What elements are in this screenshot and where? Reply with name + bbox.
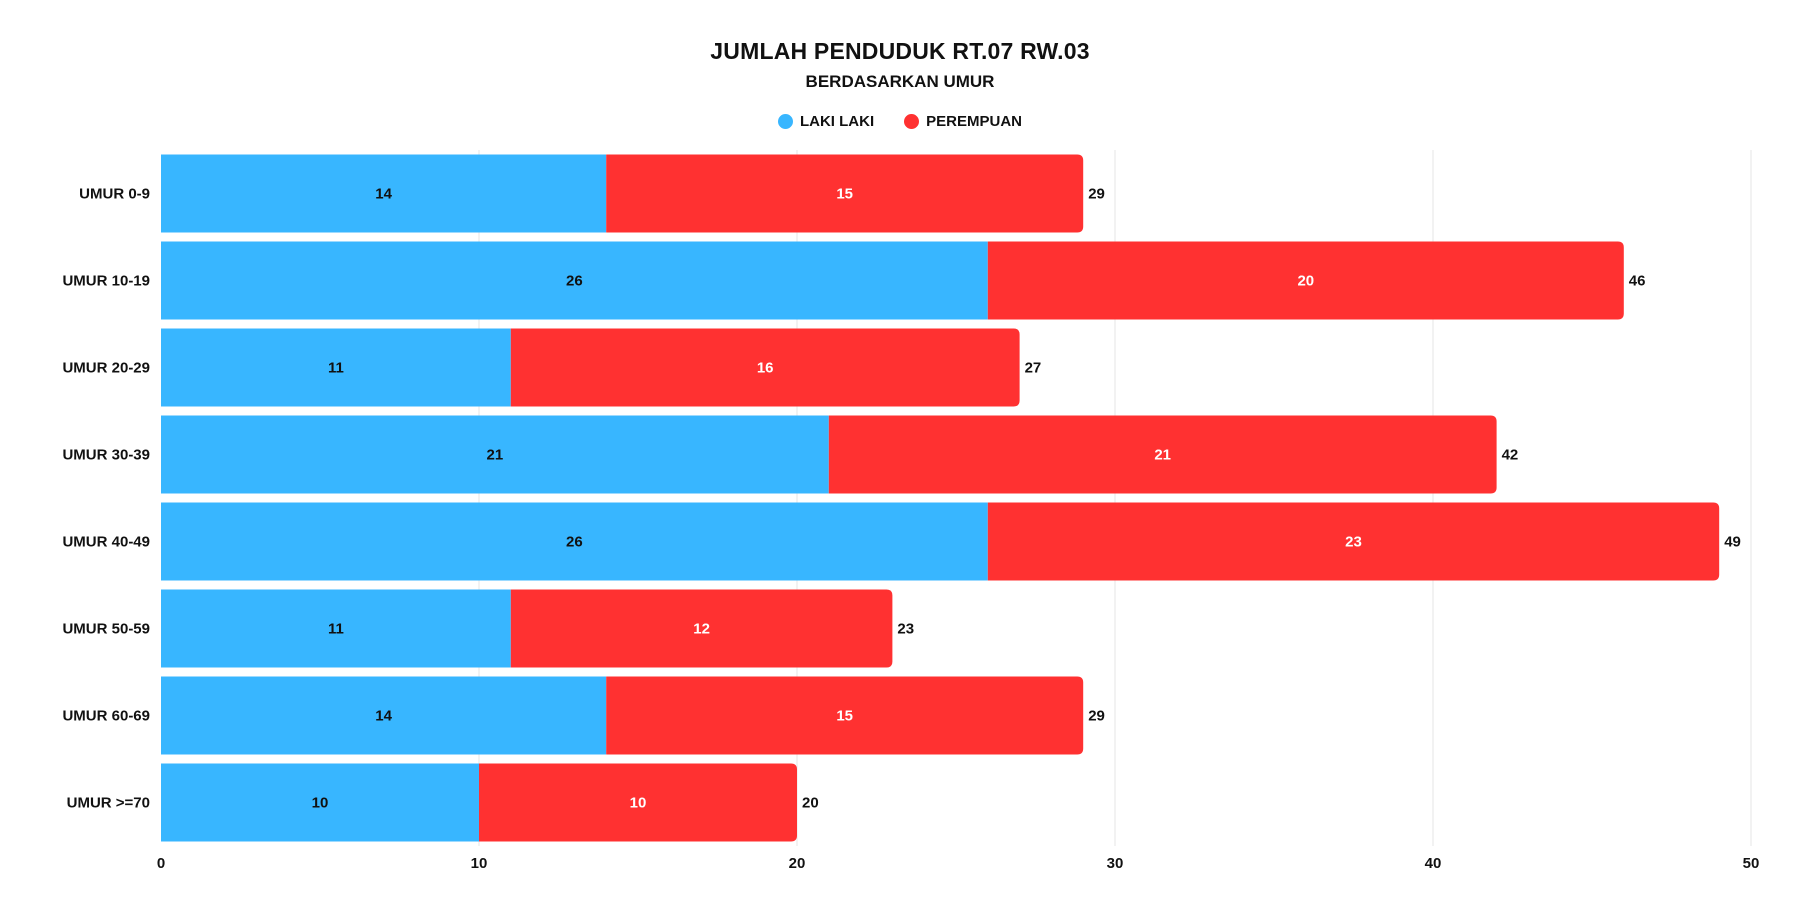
bar-total-label: 29 xyxy=(1088,186,1105,203)
bar-value-label: 21 xyxy=(487,447,504,464)
legend-item-laki-laki[interactable]: LAKI LAKI xyxy=(777,113,875,130)
bar-value-label: 12 xyxy=(693,621,710,638)
bar-segment xyxy=(606,676,1084,755)
bar-total-label: 20 xyxy=(802,795,819,812)
bar-segment xyxy=(161,502,988,581)
bar-value-label: 11 xyxy=(328,621,344,638)
x-tick-label: 40 xyxy=(1425,855,1442,872)
bar-value-label: 21 xyxy=(1154,447,1171,464)
bar-total-label: 29 xyxy=(1088,708,1105,725)
category-label: UMUR 40-49 xyxy=(62,534,150,551)
bar-segment xyxy=(606,154,1084,233)
category-label: UMUR 50-59 xyxy=(62,621,150,638)
legend-swatch-laki-laki xyxy=(777,114,793,129)
x-tick-label: 10 xyxy=(471,855,488,872)
bar-total-label: 23 xyxy=(897,621,914,638)
category-label: UMUR 60-69 xyxy=(62,708,150,725)
bar-total-label: 27 xyxy=(1025,360,1042,377)
legend-swatch-perempuan xyxy=(904,114,920,129)
legend-label-perempuan: PEREMPUAN xyxy=(926,113,1023,130)
bar-segment xyxy=(161,589,511,668)
bar-segment xyxy=(987,241,1624,320)
chart-legend: LAKI LAKI PEREMPUAN xyxy=(0,113,1800,130)
chart-title: JUMLAH PENDUDUK RT.07 RW.03 xyxy=(710,38,1090,64)
x-tick-label: 20 xyxy=(789,855,806,872)
bar-total-label: 46 xyxy=(1629,273,1646,290)
bar-value-label: 20 xyxy=(1297,273,1314,290)
bar-segment xyxy=(479,763,797,842)
legend-item-perempuan[interactable]: PEREMPUAN xyxy=(904,113,1022,130)
bar-total-label: 49 xyxy=(1724,534,1741,551)
bar-value-label: 26 xyxy=(566,534,583,551)
legend-label-laki-laki: LAKI LAKI xyxy=(799,113,875,130)
bar-segment xyxy=(987,502,1720,581)
x-tick-label: 30 xyxy=(1107,855,1124,872)
chart-subtitle: BERDASARKAN UMUR xyxy=(805,72,995,91)
bar-value-label: 10 xyxy=(630,795,647,812)
category-label: UMUR 10-19 xyxy=(62,273,150,290)
bar-value-label: 14 xyxy=(375,708,392,725)
bar-segment xyxy=(828,415,1497,494)
bar-value-label: 15 xyxy=(836,186,853,203)
bar-segment xyxy=(161,415,829,494)
bar-segment xyxy=(161,676,607,755)
bar-segment xyxy=(161,241,988,320)
bar-value-label: 15 xyxy=(836,708,853,725)
bar-segment xyxy=(161,328,511,407)
bar-total-label: 42 xyxy=(1502,447,1519,464)
bar-value-label: 14 xyxy=(375,186,392,203)
bar-segment xyxy=(161,154,607,233)
bar-segment xyxy=(510,328,1020,407)
x-tick-label: 50 xyxy=(1743,855,1760,872)
bar-segment xyxy=(161,763,479,842)
category-label: UMUR 0-9 xyxy=(79,186,150,203)
category-label: UMUR 30-39 xyxy=(62,447,150,464)
x-tick-label: 0 xyxy=(157,855,165,872)
bar-value-label: 10 xyxy=(312,795,329,812)
bar-value-label: 26 xyxy=(566,273,583,290)
bar-value-label: 23 xyxy=(1345,534,1362,551)
category-label: UMUR >=70 xyxy=(67,795,150,812)
category-label: UMUR 20-29 xyxy=(62,360,150,377)
bar-value-label: 16 xyxy=(757,360,774,377)
bar-segment xyxy=(510,589,893,668)
bar-value-label: 11 xyxy=(328,360,344,377)
